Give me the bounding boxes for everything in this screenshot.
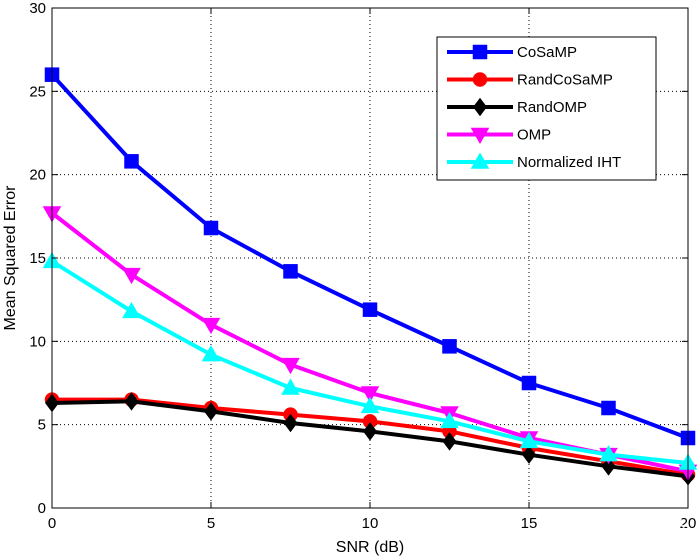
data-point [122, 301, 141, 319]
series-group [42, 67, 698, 486]
data-point [442, 339, 457, 354]
x-tick-label: 20 [680, 515, 697, 532]
legend-item: RandOMP [447, 97, 587, 117]
data-point [283, 264, 298, 279]
y-tick-label: 25 [29, 83, 46, 100]
data-point [283, 413, 298, 433]
legend-marker [472, 72, 488, 87]
legend-marker [473, 97, 487, 117]
data-point [363, 422, 377, 441]
x-tick-label: 0 [48, 515, 56, 532]
x-tick-label: 10 [362, 515, 379, 532]
legend: CoSaMP RandCoSaMP RandOMP OMP Normalized IHT [436, 36, 657, 181]
legend-item: Normalized IHT [447, 152, 621, 171]
x-axis-label: SNR (dB) [336, 539, 404, 556]
data-point [442, 432, 457, 451]
watermark: 知乎 @JoeyBG [562, 516, 686, 537]
data-point [522, 445, 536, 464]
legend-marker [472, 44, 488, 60]
y-tick-label: 0 [38, 500, 46, 517]
x-tick-label: 5 [207, 515, 215, 532]
data-point [281, 378, 300, 395]
legend-item: CoSaMP [447, 44, 577, 61]
y-tick-label: 10 [29, 333, 46, 350]
x-tick-label: 15 [521, 515, 538, 532]
legend-marker [470, 127, 490, 145]
data-point [122, 267, 141, 285]
legend-label: OMP [517, 127, 551, 144]
y-tick-label: 5 [38, 417, 46, 434]
y-axis-label: Mean Squared Error [2, 185, 19, 331]
legend-label: CoSaMP [517, 44, 577, 61]
y-tick-label: 15 [29, 250, 46, 267]
data-point [521, 375, 537, 391]
data-point [204, 402, 218, 421]
y-tick-label: 20 [29, 167, 46, 184]
legend-marker [470, 152, 490, 169]
ticks: 0 5 10 15 20 0 5 10 15 20 25 30 [29, 0, 696, 532]
data-point [362, 302, 378, 317]
data-point [440, 411, 459, 429]
data-point [124, 154, 139, 169]
data-point [601, 400, 616, 416]
legend-label: Normalized IHT [517, 154, 621, 171]
data-point [124, 392, 139, 411]
data-point [201, 345, 221, 362]
legend-label: RandCoSaMP [517, 72, 613, 89]
data-point [203, 220, 219, 236]
data-point [360, 396, 380, 414]
data-point [201, 317, 221, 335]
data-point [601, 457, 616, 476]
series-normalized-iht [42, 251, 698, 470]
legend-label: RandOMP [517, 99, 587, 116]
y-tick-label: 30 [29, 0, 46, 17]
data-point [360, 386, 380, 403]
data-point [599, 445, 618, 462]
data-point [281, 357, 300, 375]
legend-item: RandCoSaMP [447, 72, 613, 89]
legend-item: OMP [447, 127, 551, 145]
data-point [519, 431, 539, 449]
